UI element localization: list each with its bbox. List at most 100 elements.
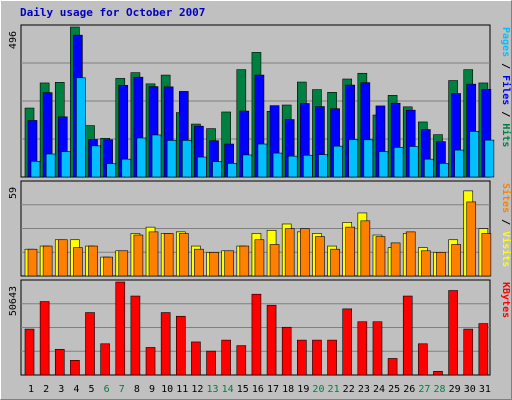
legend-top: Pages / Files / Hits <box>500 27 512 147</box>
bar-top-pages-17 <box>272 152 283 178</box>
bar-middle-sites-24 <box>375 236 386 277</box>
bar-middle-sites-11 <box>178 233 189 277</box>
bar-top-pages-10 <box>166 140 177 178</box>
x-tick-label: 1 <box>28 384 34 395</box>
bar-top-pages-13 <box>212 161 222 178</box>
bar-top-pages-30 <box>469 131 480 178</box>
bar-top-pages-1 <box>30 160 41 178</box>
bar-top-pages-5 <box>91 145 101 178</box>
bar-top-pages-21 <box>333 145 343 178</box>
bar-bottom-kbytes-31 <box>478 323 489 376</box>
bar-top-pages-3 <box>60 151 71 178</box>
bar-bottom-kbytes-30 <box>463 328 474 376</box>
bar-bottom-kbytes-5 <box>85 312 95 376</box>
bar-top-pages-31 <box>484 139 495 178</box>
bar-middle-sites-28 <box>436 252 446 277</box>
bar-bottom-kbytes-29 <box>448 290 458 376</box>
bar-middle-sites-10 <box>163 233 174 277</box>
x-tick-label: 23 <box>358 384 370 395</box>
bar-bottom-kbytes-16 <box>251 293 262 376</box>
bar-top-pages-28 <box>439 163 449 178</box>
bar-middle-sites-7 <box>118 250 129 277</box>
bar-middle-sites-20 <box>315 236 325 277</box>
bar-top-pages-4 <box>76 77 86 178</box>
x-tick-label: 13 <box>207 384 219 395</box>
bar-top-pages-18 <box>287 155 298 178</box>
bar-top-pages-8 <box>136 137 147 178</box>
bar-top-pages-16 <box>257 143 268 178</box>
x-tick-label: 19 <box>297 384 309 395</box>
x-tick-label: 10 <box>161 384 173 395</box>
bar-top-pages-15 <box>242 154 253 178</box>
chart-title: Daily usage for October 2007 <box>20 6 205 19</box>
x-tick-label: 5 <box>89 384 95 395</box>
bar-middle-sites-27 <box>421 250 431 277</box>
bar-top-pages-20 <box>318 154 328 178</box>
bar-bottom-kbytes-17 <box>266 304 277 376</box>
bar-bottom-kbytes-9 <box>145 347 156 376</box>
bar-middle-sites-31 <box>481 233 492 277</box>
x-tick-label: 12 <box>191 384 203 395</box>
bar-middle-sites-21 <box>330 248 340 277</box>
bar-middle-sites-22 <box>345 226 356 277</box>
bar-bottom-kbytes-25 <box>387 358 398 376</box>
x-tick-label: 28 <box>433 384 445 395</box>
bar-bottom-kbytes-11 <box>175 315 186 376</box>
x-tick-label: 27 <box>418 384 430 395</box>
bar-bottom-kbytes-10 <box>160 312 171 376</box>
legend-item-sites: Sites <box>500 183 512 213</box>
bar-top-pages-23 <box>363 139 374 178</box>
x-tick-label: 11 <box>176 384 188 395</box>
bar-bottom-kbytes-20 <box>312 339 322 376</box>
bar-middle-sites-9 <box>148 231 159 277</box>
x-tick-label: 31 <box>479 384 491 395</box>
bar-middle-sites-3 <box>57 239 68 277</box>
bar-bottom-kbytes-3 <box>54 348 65 376</box>
max-label-top: 496 <box>8 31 19 49</box>
bar-bottom-kbytes-1 <box>24 328 35 376</box>
x-tick-label: 17 <box>267 384 279 395</box>
bar-bottom-kbytes-28 <box>433 371 443 376</box>
bar-top-pages-11 <box>181 140 192 178</box>
bar-top-pages-14 <box>227 163 237 178</box>
bar-middle-sites-1 <box>27 248 38 277</box>
x-tick-label: 9 <box>149 384 155 395</box>
x-tick-label: 14 <box>222 384 234 395</box>
x-tick-label: 2 <box>43 384 49 395</box>
bar-bottom-kbytes-24 <box>372 321 383 376</box>
x-tick-label: 29 <box>449 384 461 395</box>
x-tick-label: 21 <box>328 384 340 395</box>
bar-middle-sites-2 <box>42 245 53 277</box>
bar-middle-sites-5 <box>88 245 98 277</box>
bar-middle-sites-14 <box>224 250 234 277</box>
x-tick-label: 24 <box>373 384 385 395</box>
x-tick-label: 6 <box>104 384 110 395</box>
legend-item-pages: Pages <box>500 27 511 57</box>
bar-top-pages-22 <box>348 139 359 178</box>
bar-top-pages-26 <box>408 146 419 178</box>
bar-bottom-kbytes-7 <box>115 281 126 376</box>
x-tick-label: 7 <box>119 384 125 395</box>
bar-middle-sites-15 <box>239 245 250 277</box>
bar-top-pages-25 <box>393 147 404 178</box>
bar-bottom-kbytes-14 <box>221 339 231 376</box>
legend-bottom: KBytes <box>500 282 511 318</box>
x-tick-label: 8 <box>134 384 140 395</box>
bar-top-pages-9 <box>151 134 162 178</box>
bar-middle-sites-8 <box>133 234 144 277</box>
bar-middle-sites-18 <box>284 228 295 277</box>
bar-bottom-kbytes-22 <box>342 308 353 376</box>
max-label-middle: 59 <box>8 187 19 199</box>
bar-middle-sites-4 <box>73 247 83 277</box>
bar-bottom-kbytes-4 <box>70 360 80 376</box>
bar-bottom-kbytes-19 <box>297 339 307 376</box>
bar-top-pages-29 <box>454 149 464 178</box>
bar-middle-sites-13 <box>209 252 219 277</box>
bar-middle-sites-25 <box>390 242 401 277</box>
legend-middle: Sites / Visits <box>500 183 512 267</box>
bar-top-pages-12 <box>197 156 207 178</box>
bar-top-pages-6 <box>106 163 116 178</box>
bar-bottom-kbytes-23 <box>357 321 368 376</box>
bar-middle-sites-26 <box>405 231 416 277</box>
